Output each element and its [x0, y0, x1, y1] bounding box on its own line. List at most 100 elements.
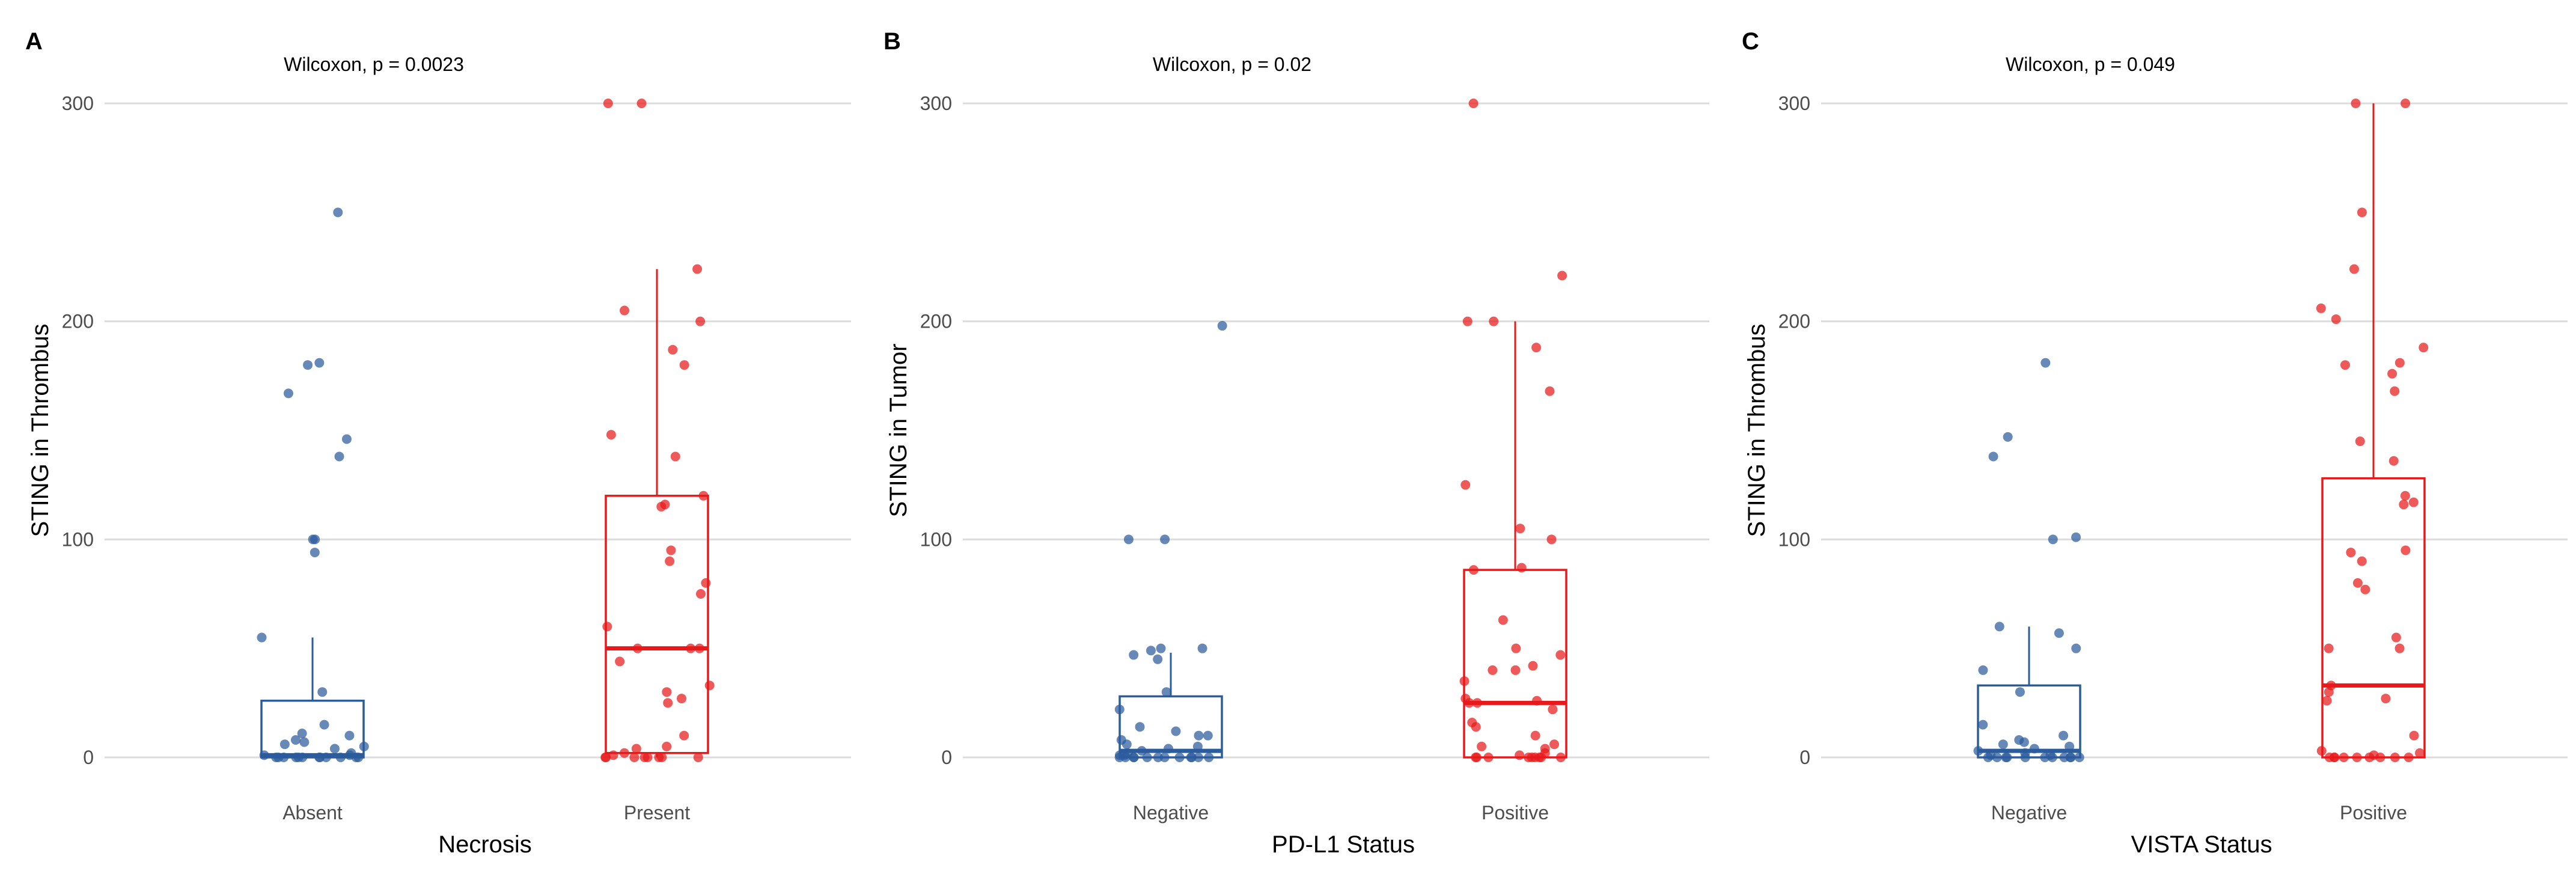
data-point: [2404, 753, 2414, 762]
data-point: [2381, 694, 2391, 704]
data-point: [694, 643, 704, 653]
data-point: [2391, 632, 2401, 643]
data-point: [1510, 665, 1521, 675]
data-point: [2415, 748, 2425, 758]
data-point: [1555, 753, 1566, 762]
data-point: [606, 430, 616, 440]
box: [2321, 477, 2426, 759]
data-point: [1192, 741, 1203, 751]
data-point: [2349, 264, 2359, 274]
data-point: [315, 753, 325, 762]
data-point: [2029, 744, 2039, 754]
data-point: [344, 730, 355, 741]
data-point: [1123, 534, 1134, 545]
data-point: [1160, 534, 1170, 545]
data-point: [2388, 456, 2399, 466]
data-point: [1978, 665, 1988, 675]
data-point: [1146, 646, 1156, 656]
data-point: [2409, 730, 2419, 741]
data-point: [2019, 737, 2029, 747]
data-point: [1197, 643, 1207, 653]
data-point: [1460, 480, 1471, 490]
data-point: [1472, 698, 1482, 708]
data-point: [2048, 534, 2058, 545]
data-point: [679, 360, 689, 370]
data-point: [2331, 314, 2341, 325]
data-point: [314, 358, 325, 368]
data-point: [704, 680, 715, 691]
data-point: [1171, 726, 1181, 736]
data-point: [335, 753, 346, 762]
data-point: [351, 753, 361, 762]
x-tick-label: Positive: [2340, 802, 2407, 824]
data-point: [2387, 368, 2397, 379]
panel-label: A: [25, 28, 43, 55]
data-point: [299, 737, 310, 747]
data-point: [329, 744, 340, 754]
data-point: [2401, 99, 2411, 108]
data-point: [1988, 451, 1998, 462]
data-point: [319, 720, 329, 730]
data-point: [636, 99, 647, 108]
data-point: [2324, 687, 2334, 697]
data-point: [2316, 746, 2327, 756]
data-point: [692, 264, 703, 274]
data-point: [1459, 676, 1470, 686]
data-point: [2352, 753, 2362, 762]
data-point: [257, 632, 267, 643]
data-point: [2399, 500, 2409, 510]
data-point: [333, 207, 343, 218]
data-point: [654, 753, 664, 762]
data-point: [1204, 753, 1214, 762]
data-point: [1532, 695, 1542, 706]
panel-label: B: [884, 28, 901, 55]
data-point: [1114, 753, 1125, 762]
data-point: [615, 656, 625, 667]
data-point: [2340, 360, 2350, 370]
data-point: [2071, 532, 2081, 542]
data-point: [2401, 545, 2411, 555]
data-point: [1545, 386, 1555, 396]
data-point: [2040, 358, 2051, 368]
data-point: [2047, 753, 2057, 762]
y-tick-label: 0: [1799, 747, 1810, 768]
data-point: [2390, 753, 2400, 762]
data-point: [290, 735, 301, 745]
data-point: [701, 578, 711, 588]
data-point: [1142, 753, 1152, 762]
data-point: [695, 316, 706, 326]
data-point: [1161, 687, 1171, 697]
data-point: [273, 753, 284, 762]
data-point: [2003, 432, 2013, 442]
data-point: [698, 491, 709, 501]
data-point: [1471, 722, 1481, 732]
data-point: [359, 741, 369, 751]
data-point: [1193, 753, 1203, 762]
data-point: [2071, 643, 2081, 653]
data-point: [629, 753, 639, 762]
data-point: [1515, 524, 1525, 534]
data-point: [2357, 207, 2367, 218]
data-point: [1468, 99, 1479, 108]
x-tick-label: Negative: [1133, 802, 1209, 824]
data-point: [1122, 739, 1132, 750]
y-tick-label: 100: [920, 528, 952, 550]
data-point: [1153, 654, 1163, 664]
data-point: [2040, 753, 2050, 762]
data-point: [2394, 643, 2405, 653]
data-point: [1531, 343, 1542, 353]
data-point: [1186, 753, 1196, 762]
data-point: [2355, 436, 2365, 447]
data-point: [668, 344, 678, 355]
data-point: [2352, 578, 2363, 588]
data-point: [1511, 643, 1521, 653]
data-point: [1114, 704, 1125, 715]
data-point: [297, 729, 307, 739]
data-point: [2357, 556, 2367, 566]
data-point: [2400, 491, 2410, 501]
data-point: [259, 750, 269, 760]
data-point: [1498, 615, 1508, 625]
box: [260, 699, 365, 759]
data-point: [317, 687, 328, 697]
data-point: [642, 753, 653, 762]
